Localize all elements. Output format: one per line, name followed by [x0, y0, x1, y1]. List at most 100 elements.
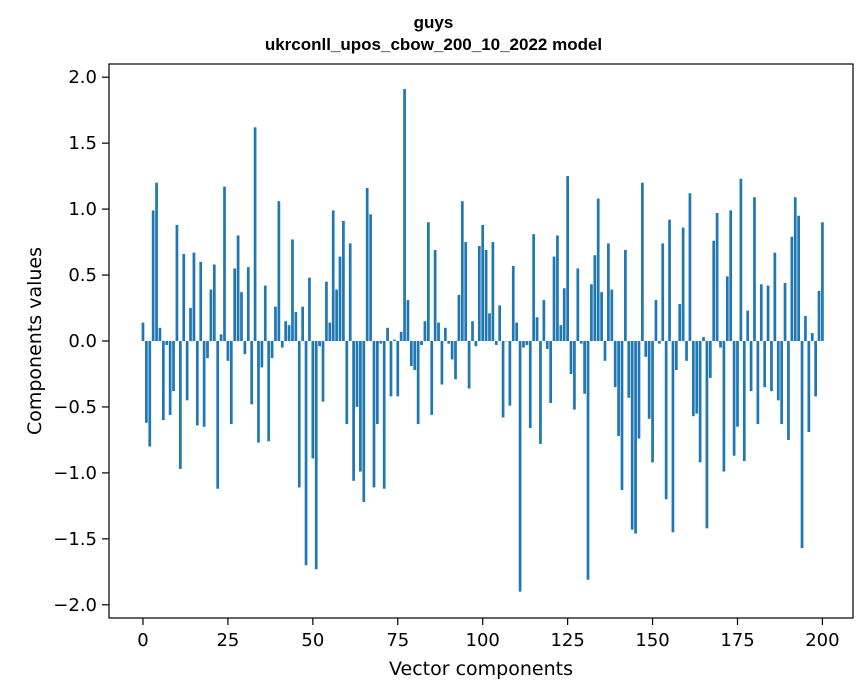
bar [172, 341, 175, 392]
bar [654, 300, 658, 341]
bar [797, 215, 801, 341]
bar [617, 341, 620, 436]
bar [365, 187, 369, 341]
bar [209, 289, 213, 341]
bar [749, 341, 753, 392]
bar [314, 341, 318, 570]
x-axis: 0 25 50 75 100 125 150 175 200 [137, 618, 840, 651]
bar [627, 341, 631, 398]
y-tick-label: −2.0 [53, 595, 97, 616]
bar [770, 341, 773, 392]
bar [331, 210, 335, 341]
bar [773, 252, 777, 341]
y-tick-label: 2.0 [68, 67, 97, 88]
bar [175, 224, 179, 341]
bar [691, 341, 695, 417]
bar [450, 341, 454, 360]
bar [702, 337, 705, 341]
bar [359, 341, 362, 472]
bar [460, 201, 464, 341]
x-tick-label: 100 [466, 630, 500, 651]
bar [362, 341, 366, 502]
bar [600, 292, 603, 341]
bar [165, 341, 169, 345]
bar [664, 341, 668, 500]
bar [542, 300, 546, 341]
bar [301, 306, 305, 341]
bars [141, 89, 824, 592]
bar [345, 341, 349, 425]
bar [736, 341, 739, 427]
bar [457, 294, 461, 341]
bar [223, 186, 226, 341]
bar [236, 235, 240, 341]
bar [651, 341, 654, 463]
bar [253, 127, 257, 341]
bar [776, 341, 780, 401]
bar [396, 341, 400, 397]
bar [216, 341, 220, 489]
bar [804, 315, 807, 341]
bar [192, 252, 196, 341]
bar [369, 214, 372, 341]
bar [243, 341, 247, 355]
bar [668, 219, 671, 341]
bar [393, 339, 396, 341]
bar [725, 276, 729, 341]
x-tick-label: 175 [720, 630, 754, 651]
y-tick-label: 0.0 [68, 331, 97, 352]
bar [141, 322, 145, 341]
bar [545, 341, 549, 349]
bar [409, 341, 413, 367]
bar [185, 341, 189, 401]
bar [630, 341, 634, 530]
bar [810, 333, 814, 341]
bar [437, 322, 440, 341]
bar [399, 331, 403, 341]
y-tick-label: −1.5 [53, 529, 97, 550]
bar [426, 222, 430, 341]
bar [267, 341, 271, 442]
bar [484, 249, 488, 341]
bar [671, 341, 675, 533]
bar [219, 334, 223, 341]
bar [708, 341, 712, 378]
bar [607, 243, 610, 341]
bar [793, 197, 797, 341]
bar [481, 224, 485, 341]
bar [501, 341, 505, 418]
bar [178, 341, 182, 469]
bar [318, 341, 321, 347]
bar [763, 341, 767, 388]
bar [722, 341, 726, 472]
bar [335, 289, 338, 341]
bar [277, 201, 281, 341]
bar [372, 341, 376, 488]
bar [420, 341, 423, 345]
bar [556, 235, 559, 341]
bar [756, 341, 760, 425]
bar [311, 341, 315, 459]
x-axis-label: Vector components [389, 658, 573, 680]
bar [284, 321, 288, 341]
bar [287, 325, 291, 341]
bar [260, 341, 264, 368]
bar [522, 341, 525, 348]
bar [474, 341, 478, 347]
bar [814, 341, 817, 397]
bar [634, 341, 637, 534]
bar [280, 341, 284, 348]
bar [746, 310, 750, 341]
bar [525, 341, 529, 345]
bar [382, 341, 386, 489]
bar [685, 341, 688, 361]
bar [151, 210, 155, 341]
y-tick-label: −0.5 [53, 397, 97, 418]
bar [661, 243, 665, 341]
bar [586, 341, 590, 580]
bar [342, 220, 345, 341]
x-tick-label: 25 [216, 630, 239, 651]
bar [168, 341, 172, 415]
y-axis-label: Components values [24, 246, 46, 436]
bar [246, 267, 250, 341]
